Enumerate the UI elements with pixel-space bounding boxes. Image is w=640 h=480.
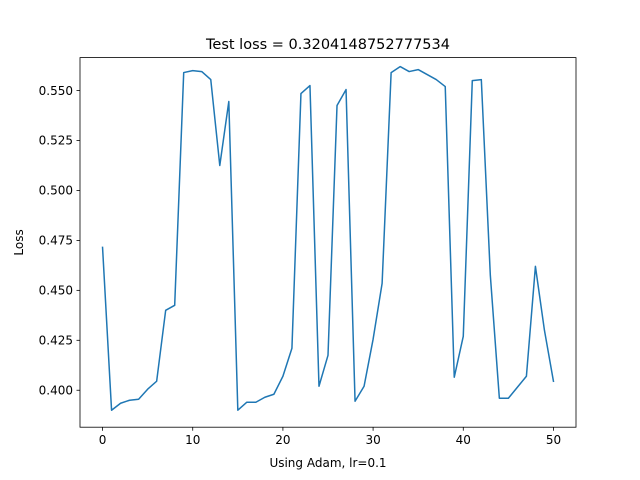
- x-tick-label: 50: [546, 433, 561, 447]
- y-axis-label: Loss: [12, 229, 26, 255]
- x-tick-label: 40: [456, 433, 471, 447]
- y-tick-label: 0.425: [39, 333, 73, 347]
- y-axis-ticks: 0.400 0.425 0.450 0.475 0.500 0.525 0.550: [39, 84, 80, 397]
- series-line-0: [101, 65, 555, 411]
- x-tick-label: 20: [275, 433, 290, 447]
- chart-title: Test loss = 0.3204148752777534: [205, 37, 450, 53]
- y-tick-label: 0.475: [39, 234, 73, 248]
- y-tick-label: 0.525: [39, 134, 73, 148]
- y-tick-label: 0.550: [39, 84, 73, 98]
- y-tick-label: 0.500: [39, 184, 73, 198]
- series-layer: [101, 65, 555, 411]
- x-axis-label: Using Adam, lr=0.1: [269, 456, 386, 470]
- x-tick-label: 0: [99, 433, 107, 447]
- y-tick-label: 0.400: [39, 383, 73, 397]
- y-tick-label: 0.450: [39, 284, 73, 298]
- x-tick-label: 30: [365, 433, 380, 447]
- x-tick-label: 10: [185, 433, 200, 447]
- plot-frame: [79, 57, 577, 428]
- x-axis-ticks: 0 10 20 30 40 50: [99, 427, 561, 447]
- plot-area: [80, 57, 576, 428]
